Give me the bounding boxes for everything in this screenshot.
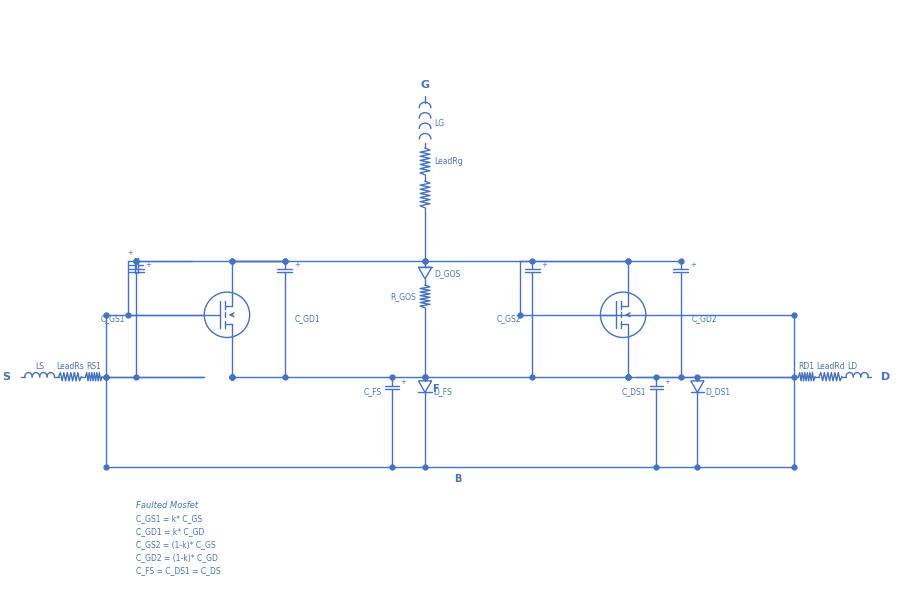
Text: LeadRd: LeadRd <box>816 362 845 371</box>
Text: C_GD2: C_GD2 <box>691 314 717 323</box>
Text: S: S <box>3 371 10 382</box>
Text: LeadRg: LeadRg <box>434 157 462 166</box>
Text: +: + <box>542 262 547 268</box>
Text: LG: LG <box>434 119 444 128</box>
Text: C_GS2: C_GS2 <box>497 314 521 323</box>
Text: RD1: RD1 <box>798 362 815 371</box>
Text: D_FS: D_FS <box>433 387 452 396</box>
Text: Faulted Mosfet: Faulted Mosfet <box>137 501 198 510</box>
Text: G: G <box>421 80 429 90</box>
Text: C_GS2 = (1-k)* C_GS: C_GS2 = (1-k)* C_GS <box>137 540 216 549</box>
Text: C_FS = C_DS1 = C_DS: C_FS = C_DS1 = C_DS <box>137 566 221 576</box>
Text: D_GOS: D_GOS <box>434 269 461 278</box>
Text: D: D <box>881 371 891 382</box>
Text: C_DS1: C_DS1 <box>621 387 646 396</box>
Text: C_GS1: C_GS1 <box>100 314 125 323</box>
Text: C_GD1 = k* C_GD: C_GD1 = k* C_GD <box>137 527 205 536</box>
Text: +: + <box>690 262 696 268</box>
Text: C_GD1: C_GD1 <box>295 314 320 323</box>
Text: F: F <box>433 384 439 394</box>
Text: C_FS: C_FS <box>364 387 382 396</box>
Text: LeadRs: LeadRs <box>56 362 84 371</box>
Text: +: + <box>665 379 670 385</box>
Text: +: + <box>145 262 151 268</box>
Text: D_DS1: D_DS1 <box>706 387 731 396</box>
Text: +: + <box>127 250 134 256</box>
Text: LS: LS <box>35 362 44 371</box>
Text: LD: LD <box>847 362 857 371</box>
Text: R_GOS: R_GOS <box>390 292 416 301</box>
Text: C_GD2 = (1-k)* C_GD: C_GD2 = (1-k)* C_GD <box>137 554 218 562</box>
Text: RS1: RS1 <box>86 362 102 371</box>
Text: +: + <box>401 379 406 385</box>
Text: C_GS1 = k* C_GS: C_GS1 = k* C_GS <box>137 514 202 523</box>
Text: B: B <box>454 474 462 484</box>
Text: +: + <box>294 262 300 268</box>
